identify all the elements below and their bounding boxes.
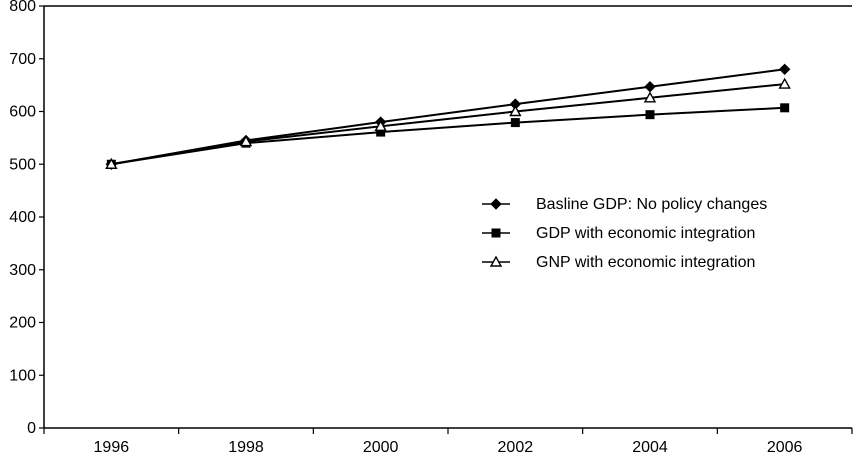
y-tick-label: 200 [9,315,36,332]
series-layer [105,63,791,170]
series-line [111,83,785,166]
x-tick-label: 2000 [363,439,399,456]
y-tick-label: 700 [9,51,36,68]
y-tick-label: 800 [9,0,36,15]
legend-marker [490,198,502,210]
y-tick-label: 100 [9,367,36,384]
y-tick-label: 300 [9,262,36,279]
data-point [778,77,791,89]
legend-item: GNP with economic integration [482,254,755,271]
y-tick-label: 500 [9,156,36,173]
data-point [643,91,657,103]
data-point [105,157,118,169]
y-tick-label: 0 [27,420,36,437]
x-tick-label: 1998 [228,439,264,456]
data-point [376,127,386,137]
data-point [644,81,656,93]
data-point [374,119,387,131]
axes: 0 100 200 300 400 500 600 700 800 1996 1998 2000 200… [9,0,853,456]
legend-item: GDP with economic integration [482,225,755,242]
legend-label: Basline GDP: No policy changes [536,196,767,213]
series-1 [105,63,791,170]
y-tick-label: 600 [9,104,36,121]
legend-marker [489,255,503,267]
legend-label: GDP with economic integration [536,225,755,242]
data-point [780,103,790,113]
data-point [778,63,791,76]
x-tick-label: 2002 [498,439,534,456]
legend: Basline GDP: No policy changes GDP with e… [482,196,767,271]
x-tick-label: 1996 [94,439,130,456]
series-3 [105,77,791,169]
legend-item: Basline GDP: No policy changes [482,196,767,213]
series-line [111,68,785,166]
legend-marker [491,228,501,238]
x-tick-label: 2006 [767,439,803,456]
data-point [239,135,253,147]
data-point [510,118,520,128]
data-point [645,110,655,120]
data-point [509,105,522,117]
y-tick-label: 400 [9,209,36,226]
series-line [111,106,785,166]
legend-label: GNP with economic integration [536,254,755,271]
x-tick-label: 2004 [632,439,668,456]
